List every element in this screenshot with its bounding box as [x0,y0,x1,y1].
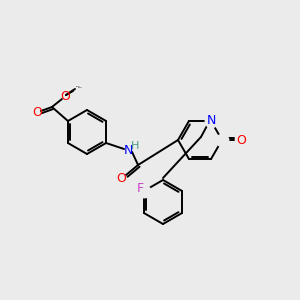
Text: F: F [136,182,143,196]
Text: methyl: methyl [76,86,81,87]
Text: methyl: methyl [77,86,83,88]
Text: N: N [123,145,133,158]
Text: O: O [116,172,126,185]
Text: H: H [131,141,139,151]
Text: methyl: methyl [77,85,82,86]
Text: O: O [32,106,42,119]
Text: O: O [236,134,246,146]
Text: O: O [60,89,70,103]
Text: N: N [206,114,216,128]
